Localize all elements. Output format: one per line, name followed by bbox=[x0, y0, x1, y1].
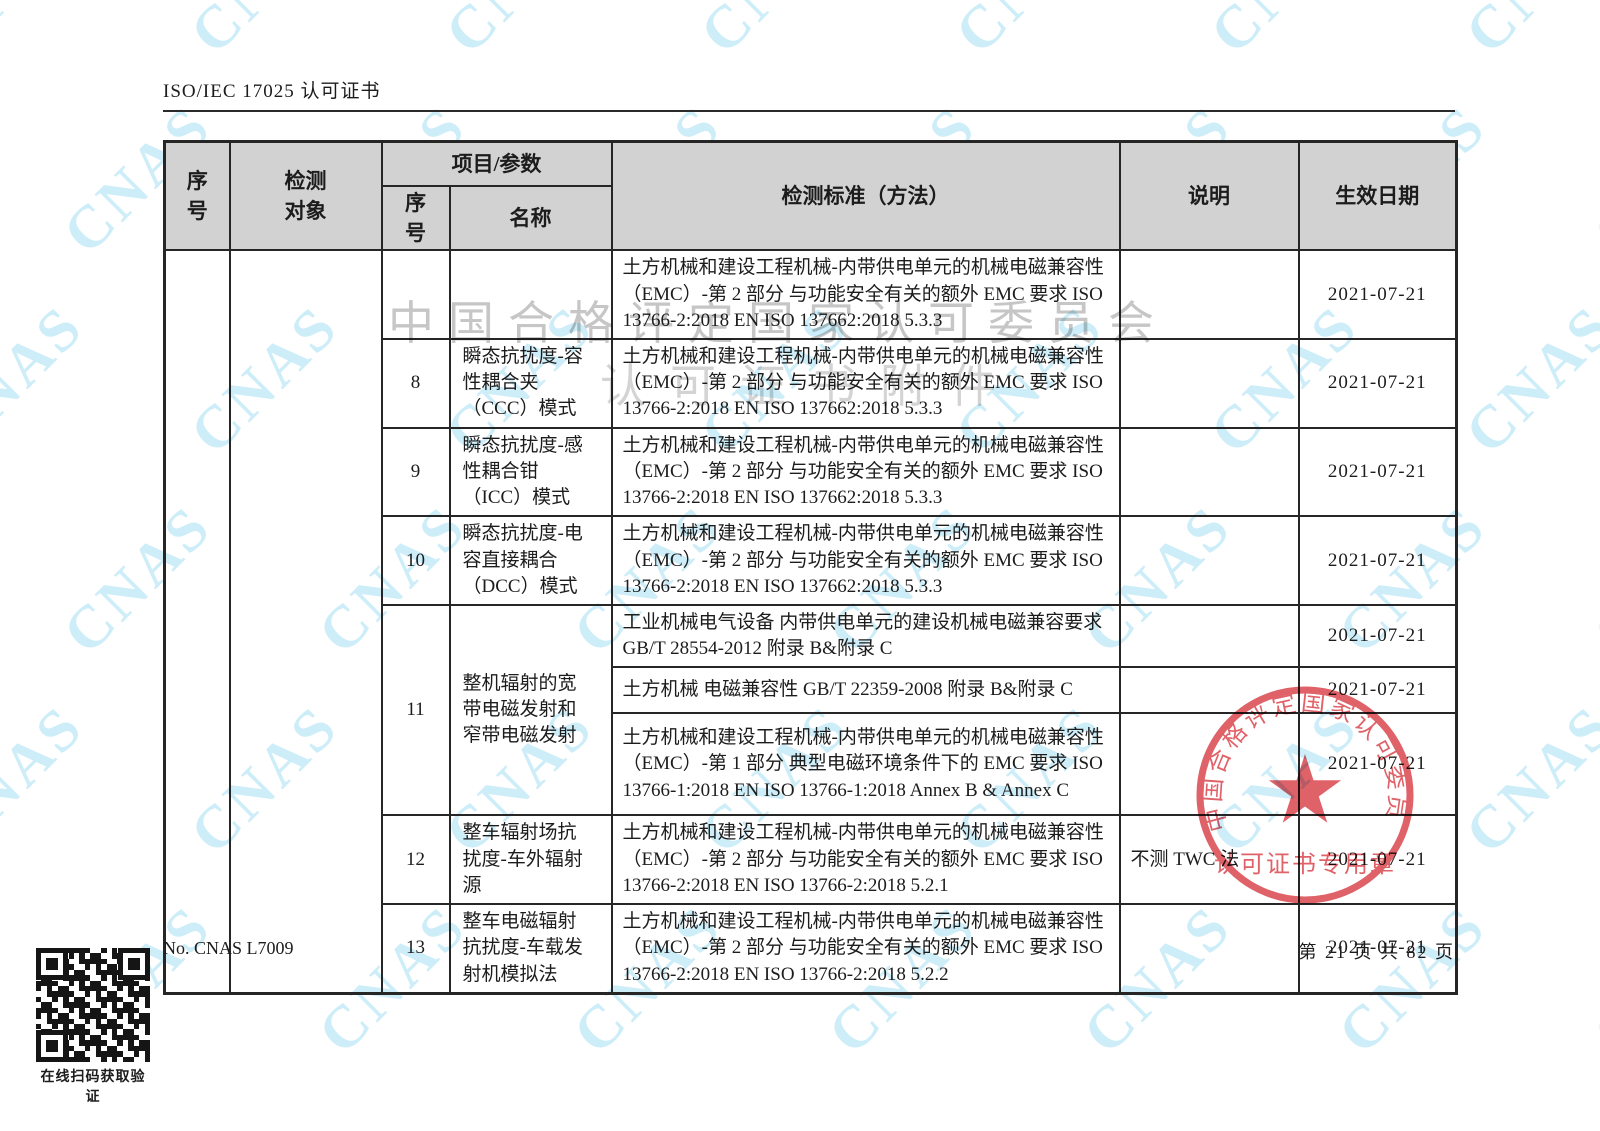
date-cell: 2021-07-21 bbox=[1297, 903, 1458, 995]
cnas-watermark: CNAS bbox=[687, 0, 863, 67]
page-title: ISO/IEC 17025 认可证书 bbox=[163, 81, 381, 102]
sub-no-cell: 8 bbox=[380, 338, 451, 429]
table-row: 11 整机辐射的宽 带电磁发射和 窄带电磁发射 工业机械电气设备 内带供电单元的… bbox=[165, 603, 1458, 817]
header-cell-date: 生效日期 bbox=[1297, 140, 1458, 252]
date-cell: 2021-07-21 bbox=[1297, 712, 1458, 817]
cnas-watermark: CNAS bbox=[942, 0, 1118, 67]
cnas-watermark: CNAS bbox=[1197, 0, 1373, 67]
cnas-watermark: CNAS bbox=[1452, 692, 1600, 866]
standard-cell: 工业机械电气设备 内带供电单元的建设机械电磁兼容要求 GB/T 28554-20… bbox=[610, 603, 1121, 669]
name-cell: 整机辐射的宽 带电磁发射和 窄带电磁发射 bbox=[448, 603, 613, 817]
name-cell: 整车辐射场抗 扰度-车外辐射 源 bbox=[448, 814, 613, 906]
cnas-watermark: CNAS bbox=[1580, 892, 1600, 1066]
name-cell: 瞬态抗扰度-感 性耦合钳 （ICC）模式 bbox=[448, 426, 613, 518]
title-divider bbox=[163, 110, 1455, 112]
object-cell bbox=[228, 249, 383, 995]
header-cell-note: 说明 bbox=[1118, 140, 1300, 252]
note-cell bbox=[1118, 712, 1300, 817]
standard-cell: 土方机械和建设工程机械-内带供电单元的机械电磁兼容性（EMC）-第 2 部分 与… bbox=[610, 426, 1121, 518]
note-cell bbox=[1118, 338, 1300, 429]
certificate-number: No. CNAS L7009 bbox=[163, 938, 294, 958]
standard-cell: 土方机械和建设工程机械-内带供电单元的机械电磁兼容性（EMC）-第 2 部分 与… bbox=[610, 338, 1121, 429]
date-cell: 2021-07-21 bbox=[1297, 338, 1458, 429]
date-cell: 2021-07-21 bbox=[1297, 603, 1458, 669]
qr-code-icon bbox=[36, 948, 150, 1062]
standard-cell: 土方机械和建设工程机械-内带供电单元的机械电磁兼容性（EMC）-第 2 部分 与… bbox=[610, 249, 1121, 341]
header-cell-name: 名称 bbox=[448, 184, 613, 252]
cnas-watermark: CNAS bbox=[1452, 292, 1600, 466]
table-row: 9 瞬态抗扰度-感 性耦合钳 （ICC）模式 土方机械和建设工程机械-内带供电单… bbox=[165, 426, 1458, 518]
name-cell bbox=[448, 249, 613, 341]
name-cell: 瞬态抗扰度-容 性耦合夹 （CCC）模式 bbox=[448, 338, 613, 429]
page-number: 第 21 页 共 82 页 bbox=[1298, 942, 1455, 962]
cnas-watermark: CNAS bbox=[1580, 92, 1600, 266]
cnas-watermark: CNAS bbox=[177, 0, 353, 67]
header-cell-sub-no: 序 号 bbox=[380, 184, 451, 252]
note-cell bbox=[1118, 426, 1300, 518]
table-row: 8 瞬态抗扰度-容 性耦合夹 （CCC）模式 土方机械和建设工程机械-内带供电单… bbox=[165, 338, 1458, 429]
note-cell bbox=[1118, 515, 1300, 606]
date-cell: 2021-07-21 bbox=[1297, 666, 1458, 715]
sub-no-cell: 10 bbox=[380, 515, 451, 606]
name-cell: 整车电磁辐射 抗扰度-车载发 射机模拟法 bbox=[448, 903, 613, 995]
date-cell: 2021-07-21 bbox=[1297, 814, 1458, 906]
header-cell-object: 检测 对象 bbox=[228, 140, 383, 252]
header-cell-no: 序 号 bbox=[163, 140, 231, 252]
sub-no-cell: 11 bbox=[380, 603, 451, 817]
date-cell: 2021-07-21 bbox=[1297, 515, 1458, 606]
table-row: 土方机械和建设工程机械-内带供电单元的机械电磁兼容性（EMC）-第 2 部分 与… bbox=[163, 249, 1458, 995]
date-cell: 2021-07-21 bbox=[1297, 426, 1458, 518]
standard-cell: 土方机械 电磁兼容性 GB/T 22359-2008 附录 B&附录 C bbox=[610, 666, 1121, 715]
accreditation-table: 序 号 检测 对象 项目/参数 检测标准（方法） 说明 生效日期 序 号 名称 … bbox=[163, 140, 1458, 995]
table-row: 10 瞬态抗扰度-电 容直接耦合 （DCC）模式 土方机械和建设工程机械-内带供… bbox=[165, 515, 1458, 606]
standard-cell: 土方机械和建设工程机械-内带供电单元的机械电磁兼容性（EMC）-第 2 部分 与… bbox=[610, 903, 1121, 995]
cnas-watermark: CNAS bbox=[0, 0, 97, 67]
sub-no-cell: 13 bbox=[380, 903, 451, 995]
standard-cell: 土方机械和建设工程机械-内带供电单元的机械电磁兼容性（EMC）-第 2 部分 与… bbox=[610, 515, 1121, 606]
sub-no-cell bbox=[380, 249, 451, 341]
header-cell-item-param: 项目/参数 bbox=[380, 140, 613, 187]
note-cell bbox=[1118, 603, 1300, 669]
qr-block: 在线扫码获取验证 bbox=[36, 948, 150, 1106]
cnas-watermark: CNAS bbox=[0, 692, 97, 866]
standard-cell: 土方机械和建设工程机械-内带供电单元的机械电磁兼容性（EMC）-第 1 部分 典… bbox=[610, 712, 1121, 817]
note-cell bbox=[1118, 666, 1300, 715]
table-row: 13 整车电磁辐射 抗扰度-车载发 射机模拟法 土方机械和建设工程机械-内带供电… bbox=[165, 903, 1458, 995]
qr-finder-icon bbox=[36, 1030, 68, 1062]
standard-cell: 土方机械和建设工程机械-内带供电单元的机械电磁兼容性（EMC）-第 2 部分 与… bbox=[610, 814, 1121, 906]
sub-no-cell: 12 bbox=[380, 814, 451, 906]
qr-caption: 在线扫码获取验证 bbox=[40, 1070, 146, 1105]
cnas-watermark: CNAS bbox=[0, 292, 97, 466]
cnas-watermark: CNAS bbox=[432, 0, 608, 67]
no-cell bbox=[163, 249, 231, 995]
note-cell bbox=[1118, 903, 1300, 995]
name-cell: 瞬态抗扰度-电 容直接耦合 （DCC）模式 bbox=[448, 515, 613, 606]
qr-finder-icon bbox=[118, 948, 150, 980]
header-cell-standard: 检测标准（方法） bbox=[610, 140, 1121, 252]
date-cell: 2021-07-21 bbox=[1297, 249, 1458, 341]
note-cell: 不测 TWC 法 bbox=[1118, 814, 1300, 906]
note-cell bbox=[1118, 249, 1300, 341]
qr-finder-icon bbox=[36, 948, 68, 980]
sub-no-cell: 9 bbox=[380, 426, 451, 518]
cnas-watermark: CNAS bbox=[1452, 0, 1600, 67]
cnas-watermark: CNAS bbox=[1580, 492, 1600, 666]
